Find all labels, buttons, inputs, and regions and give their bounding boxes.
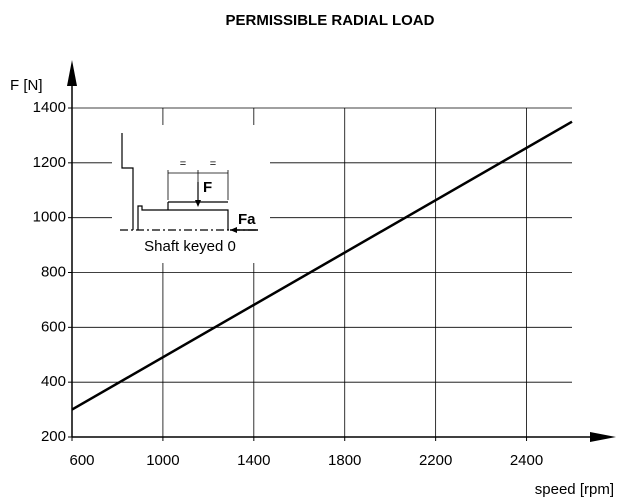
x-axis-arrow [590,432,616,442]
axial-arrow [230,227,237,233]
y-tick-label: 400 [41,373,66,390]
inset-background [112,125,270,263]
data-line [71,120,573,411]
y-tick-label: 800 [41,263,66,280]
x-tick-label: 1800 [328,452,361,469]
dimension-label: = [180,158,186,170]
x-tick-label: 2200 [419,452,452,469]
y-tick-label: 1200 [33,154,66,171]
force-arrow [195,200,201,207]
inset: = = F Fa Shaft keyed 0 [112,125,270,263]
y-axis-label: F [N] [10,77,43,94]
dimension-label: = [210,158,216,170]
y-tick-label: 200 [41,428,66,445]
force-label: F [203,179,212,196]
x-tick-label: 600 [69,452,94,469]
chart-title: PERMISSIBLE RADIAL LOAD [226,12,435,29]
x-axis-label: speed [rpm] [535,481,614,498]
axial-force-label: Fa [238,211,256,228]
x-tick-label: 1000 [146,452,179,469]
y-tick-label: 1000 [33,209,66,226]
y-tick-label: 600 [41,318,66,335]
y-axis-arrow [67,60,77,86]
y-tick-label: 1400 [33,99,66,116]
x-tick-label: 1400 [237,452,270,469]
inset-caption: Shaft keyed 0 [144,238,236,255]
x-tick-label: 2400 [510,452,543,469]
plot-area: 200 400 600 800 1000 1200 1400 600 1000 1400 1800 2… [33,60,616,469]
